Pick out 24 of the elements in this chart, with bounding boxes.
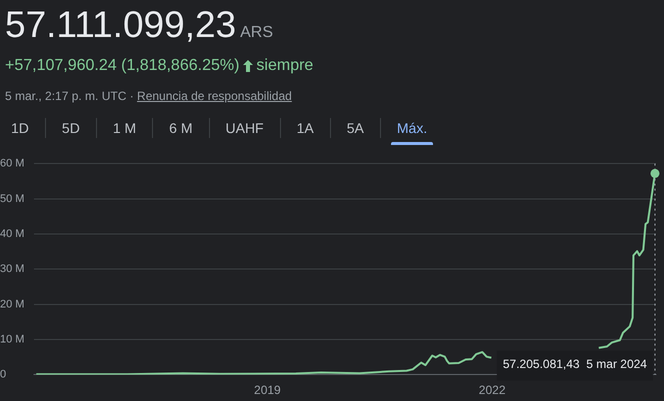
text: Máx. — [380, 118, 444, 138]
y-tick-label: 50 M — [0, 192, 24, 205]
y-tick-label: 60 M — [0, 158, 24, 170]
y-tick-label: 40 M — [0, 228, 24, 240]
text: 1A — [280, 118, 330, 138]
text: UAHF — [208, 118, 280, 138]
annotation: 57.205.081,43 5 mar 2024 — [502, 356, 648, 371]
text: 1D — [10, 119, 30, 138]
text: 5A — [330, 118, 380, 138]
text: 5D — [44, 118, 96, 138]
y-tick-label: 10 M — [0, 333, 24, 346]
chart-subtitle: ARS — [240, 24, 274, 41]
text: +57,107,960.24 (1,818,866.25%) — [5, 57, 240, 75]
y-tick-label: 20 M — [0, 298, 24, 310]
text: Renuncia de responsabilidad — [137, 89, 292, 103]
chart-title: 57.111.099,23 — [5, 4, 236, 45]
text: siempre — [256, 57, 314, 75]
x-tick-label: 2019 — [254, 383, 282, 398]
y-tick-label: 30 M — [0, 263, 24, 276]
x-tick-label: 2022 — [478, 383, 506, 398]
text: 6 M — [152, 118, 208, 138]
y-tick-label: 0 — [0, 368, 6, 381]
text: 5 mar., 2:17 p. m. UTC · — [5, 89, 134, 103]
text: 1 M — [96, 118, 152, 138]
